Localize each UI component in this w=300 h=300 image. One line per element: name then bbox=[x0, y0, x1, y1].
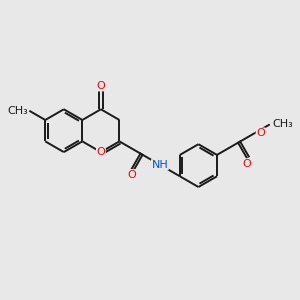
Text: O: O bbox=[128, 170, 136, 180]
Text: CH₃: CH₃ bbox=[8, 106, 28, 116]
Text: O: O bbox=[97, 81, 105, 91]
Text: O: O bbox=[97, 147, 105, 157]
Text: NH: NH bbox=[152, 160, 168, 170]
Text: O: O bbox=[256, 128, 265, 138]
Text: CH₃: CH₃ bbox=[272, 119, 293, 129]
Text: O: O bbox=[242, 159, 251, 169]
